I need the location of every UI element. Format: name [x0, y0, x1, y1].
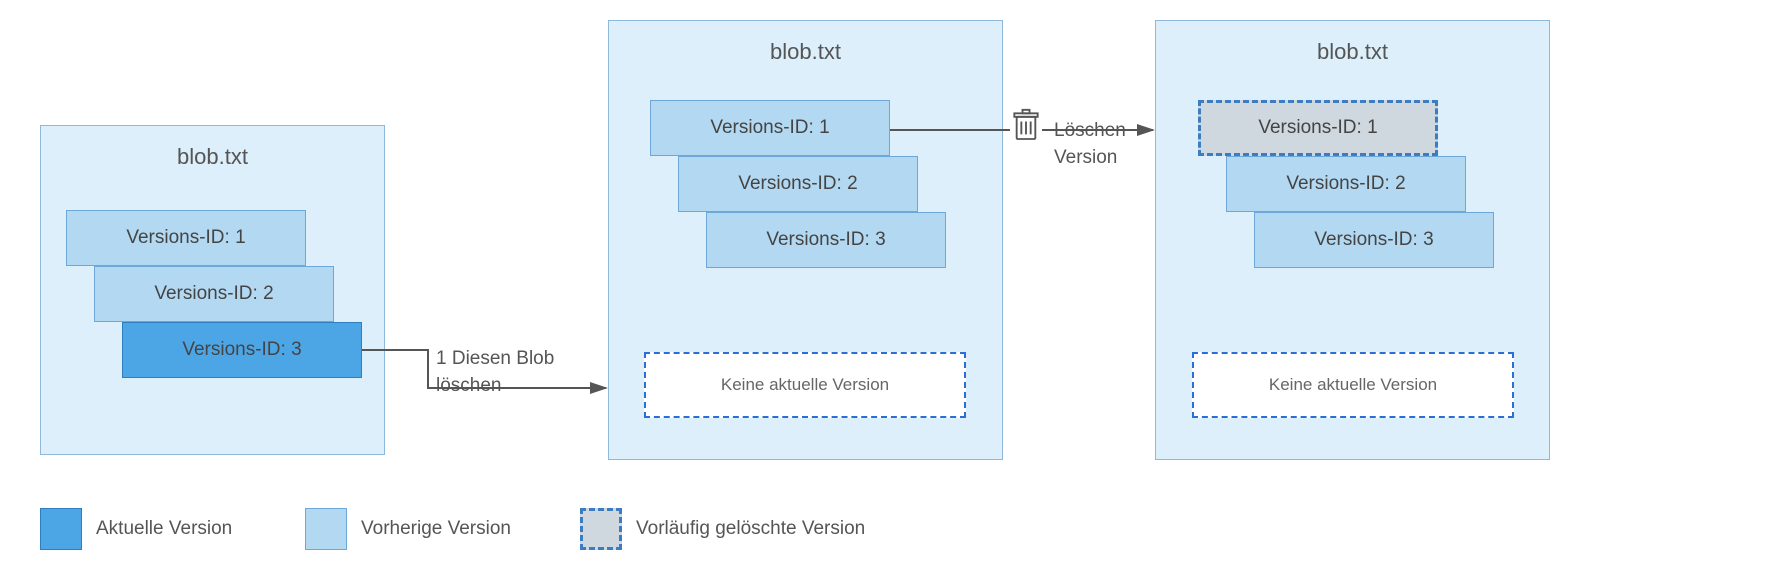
swatch-current: [40, 508, 82, 550]
swatch-previous: [305, 508, 347, 550]
swatch-soft-deleted: [580, 508, 622, 550]
connector-2-label: Löschen Version: [1054, 118, 1126, 171]
legend-label: Aktuelle Version: [96, 518, 232, 540]
legend-label: Vorläufig gelöschte Version: [636, 518, 865, 540]
trash-icon: [1010, 106, 1042, 149]
legend-previous: Vorherige Version: [305, 508, 511, 550]
blob-versioning-diagram: blob.txt blob.txt blob.txt Versions-ID: …: [10, 10, 1784, 567]
connector-2: [10, 10, 1784, 567]
legend-current: Aktuelle Version: [40, 508, 232, 550]
legend-label: Vorherige Version: [361, 518, 511, 540]
legend-soft-deleted: Vorläufig gelöschte Version: [580, 508, 865, 550]
label-line: Version: [1054, 147, 1117, 168]
label-line: Löschen: [1054, 120, 1126, 141]
